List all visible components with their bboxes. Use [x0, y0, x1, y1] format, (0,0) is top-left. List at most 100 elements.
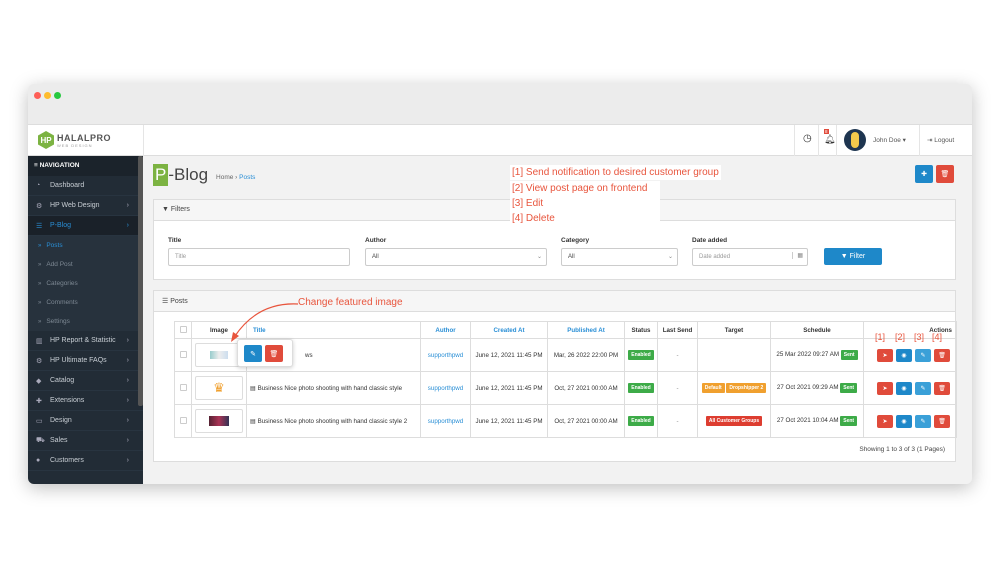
featured-image[interactable]	[195, 409, 243, 433]
sidebar-item-label: Dashboard	[50, 182, 85, 189]
filter-button[interactable]: ▼ Filter	[824, 248, 882, 265]
sent-badge: Sent	[840, 350, 858, 360]
edit-post-button[interactable]: ✎	[915, 381, 931, 395]
sidebar-item-catalog[interactable]: ◆ Catalog ›	[28, 371, 143, 391]
logout-link[interactable]: ⇥ Logout	[927, 137, 955, 144]
send-notification-button[interactable]: ➤	[877, 414, 893, 428]
sidebar-subitem-settings[interactable]: » Settings	[28, 312, 143, 331]
row-checkbox[interactable]	[179, 350, 187, 358]
last-send: -	[657, 371, 698, 405]
row-checkbox[interactable]	[179, 383, 187, 391]
author-link[interactable]: supporthpwd	[427, 417, 464, 425]
row-checkbox[interactable]	[179, 416, 187, 424]
sidebar-item-hp-web-design[interactable]: ⚙ HP Web Design ›	[28, 196, 143, 216]
sent-badge: Sent	[840, 416, 858, 426]
post-title: Business Nice photo shooting with hand c…	[257, 417, 408, 425]
calendar-icon[interactable]: ▦	[792, 252, 803, 259]
breadcrumb: Home › Posts	[216, 174, 256, 181]
author-link[interactable]: supporthpwd	[427, 351, 464, 359]
col-author[interactable]: Author	[420, 321, 471, 339]
annotation-label-3: [3]	[914, 332, 925, 342]
chevron-right-icon: ›	[126, 202, 129, 209]
sidebar-item-label: Catalog	[50, 377, 75, 384]
user-icon: ●	[36, 457, 41, 464]
dashboard-icon: ◔	[36, 182, 41, 189]
add-post-button[interactable]: ✚	[915, 165, 933, 183]
created-at: June 12, 2021 11:45 PM	[470, 404, 548, 438]
delete-post-button[interactable]: 🗑︎	[934, 348, 950, 362]
view-post-button[interactable]: ◉	[896, 381, 912, 395]
send-notification-button[interactable]: ➤	[877, 381, 893, 395]
change-image-button[interactable]: ✎	[244, 345, 262, 362]
user-menu[interactable]: John Doe ▾	[873, 137, 906, 144]
history-icon[interactable]: ◷	[803, 133, 812, 144]
sidebar-item-label: HP Web Design	[50, 202, 100, 209]
edit-post-button[interactable]: ✎	[915, 414, 931, 428]
chevron-right-icon: ›	[126, 457, 129, 464]
breadcrumb-posts[interactable]: Posts	[239, 174, 256, 181]
remove-image-button[interactable]: 🗑︎	[265, 345, 283, 362]
sidebar-item-p-blog[interactable]: ☰ P-Blog ›	[28, 216, 143, 236]
chevron-right-icon: ›	[126, 437, 129, 444]
top-header: HP HALALPRO WEB DESIGN ◷ 🔔︎ 8 John Doe ▾ …	[28, 125, 972, 156]
annotation-line-2: [2] View post page on frontend	[510, 181, 660, 196]
select-all-checkbox[interactable]	[179, 325, 187, 333]
navigation-heading: ≡ NAVIGATION	[28, 156, 143, 176]
chevron-right-icon: ›	[126, 377, 129, 384]
table-row: ws supporthpwd June 12, 2021 11:45 PM Ma…	[174, 338, 957, 372]
delete-selected-button[interactable]: 🗑︎	[936, 165, 954, 183]
sidebar-item-design[interactable]: ▭ Design ›	[28, 411, 143, 431]
send-notification-button[interactable]: ➤	[877, 348, 893, 362]
status-badge: Enabled	[628, 416, 654, 426]
col-published[interactable]: Published At	[547, 321, 625, 339]
close-window-button[interactable]	[34, 92, 41, 99]
sidebar-subitem-comments[interactable]: » Comments	[28, 293, 143, 312]
date-input[interactable]: Date added ▦	[692, 248, 808, 266]
sidebar-item-label: HP Ultimate FAQs	[50, 357, 107, 364]
annotation-label-2: [2]	[895, 332, 906, 342]
double-chevron-icon: »	[38, 299, 42, 306]
last-send: -	[657, 404, 698, 438]
author-select[interactable]: All ⌄	[365, 248, 547, 266]
sidebar-subitem-posts[interactable]: » Posts	[28, 236, 143, 255]
target-badge: Default	[701, 383, 725, 393]
table-header: Image Title Author Created At Published …	[174, 321, 957, 339]
sidebar-subitem-label: Settings	[46, 318, 70, 325]
sidebar-subitem-categories[interactable]: » Categories	[28, 274, 143, 293]
breadcrumb-home[interactable]: Home	[216, 174, 234, 181]
sidebar-subitem-add-post[interactable]: » Add Post	[28, 255, 143, 274]
category-label: Category	[561, 237, 590, 244]
sidebar-item-customers[interactable]: ● Customers ›	[28, 451, 143, 471]
col-target: Target	[697, 321, 771, 339]
view-post-button[interactable]: ◉	[896, 414, 912, 428]
sidebar-item-extensions[interactable]: ✚ Extensions ›	[28, 391, 143, 411]
image-popover: ✎ 🗑︎	[237, 339, 293, 367]
featured-image[interactable]: ♛	[195, 376, 243, 400]
author-link[interactable]: supporthpwd	[427, 384, 464, 392]
delete-post-button[interactable]: 🗑︎	[934, 381, 950, 395]
delete-post-button[interactable]: 🗑︎	[934, 414, 950, 428]
col-created[interactable]: Created At	[470, 321, 548, 339]
sidebar-item-hp-report-statistic[interactable]: ▥ HP Report & Statistic ›	[28, 331, 143, 351]
minimize-window-button[interactable]	[44, 92, 51, 99]
bar-chart-icon: ▥	[36, 337, 43, 345]
status-badge: Enabled	[628, 383, 654, 393]
document-icon: ▤	[250, 384, 258, 392]
bell-icon[interactable]: 🔔︎	[824, 134, 836, 144]
last-send: -	[657, 338, 698, 372]
view-post-button[interactable]: ◉	[896, 348, 912, 362]
edit-post-button[interactable]: ✎	[915, 348, 931, 362]
sidebar-item-dashboard[interactable]: ◔ Dashboard	[28, 176, 143, 196]
maximize-window-button[interactable]	[54, 92, 61, 99]
featured-image[interactable]	[195, 343, 243, 367]
status-badge: Enabled	[628, 350, 654, 360]
browser-window: HP HALALPRO WEB DESIGN ◷ 🔔︎ 8 John Doe ▾ …	[28, 84, 972, 484]
logo[interactable]: HP HALALPRO WEB DESIGN	[38, 131, 111, 149]
avatar[interactable]	[844, 129, 866, 151]
title-input[interactable]: Title	[168, 248, 350, 266]
sidebar-item-hp-ultimate-faqs[interactable]: ⚙ HP Ultimate FAQs ›	[28, 351, 143, 371]
sidebar-item-sales[interactable]: ⛟ Sales ›	[28, 431, 143, 451]
category-select[interactable]: All ⌄	[561, 248, 678, 266]
sidebar-scrollbar[interactable]	[138, 156, 143, 406]
annotation-line-4: [4] Delete	[510, 211, 660, 226]
